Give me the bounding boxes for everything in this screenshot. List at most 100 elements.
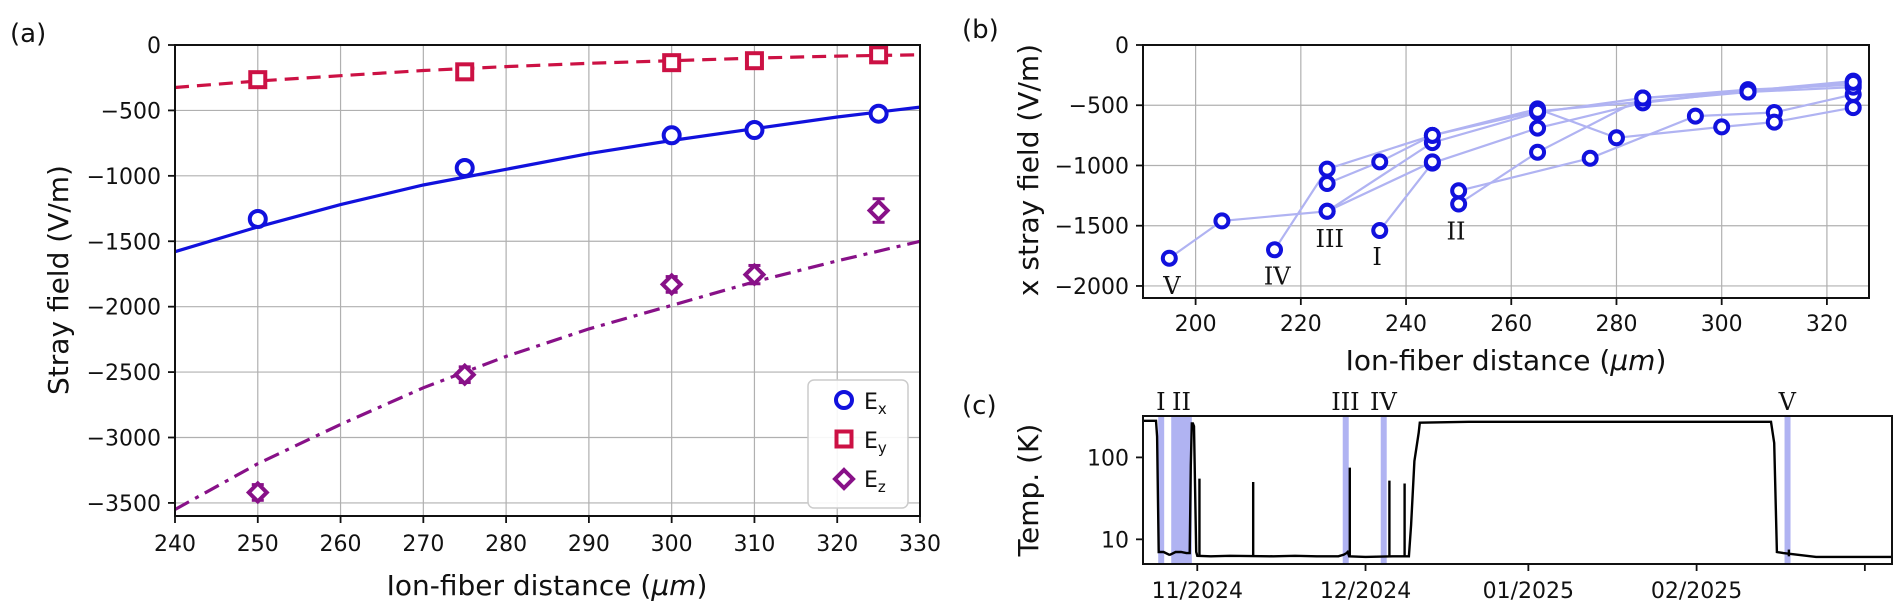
data-point-ex-0	[247, 209, 268, 230]
panel-b-grid	[1143, 44, 1869, 298]
a-xtick-label-300: 300	[651, 532, 693, 557]
panel-b-ticks: 200 220 240 260 280 300 320 0 −500 −1000 −1500 −200…	[1055, 34, 1848, 337]
panel-b-xlabel: Ion-fiber distance (μm)	[1346, 344, 1667, 377]
a-xtick-label-290: 290	[568, 532, 610, 557]
b-point-v-6-3	[1423, 153, 1441, 171]
b-xtick-label-320: 320	[1806, 312, 1848, 337]
c-ytick-label-100: 100	[1087, 446, 1129, 471]
panel-c-highlight-spans	[1158, 416, 1791, 564]
b-point-ii-2-2	[1686, 107, 1704, 125]
b-point-iii-4-7	[1844, 99, 1862, 117]
b-point-iii-4-4	[1607, 129, 1625, 147]
b-point-iii-3-3	[1634, 89, 1652, 107]
panel-c-temperature-trace	[1143, 419, 1892, 559]
b-point-iii-4-0	[1318, 175, 1336, 193]
panel-c-ylabel: Temp. (K)	[1012, 424, 1045, 558]
b-xtick-label-220: 220	[1280, 312, 1322, 337]
b-xtick-label-300: 300	[1701, 312, 1743, 337]
highlight-span-v	[1784, 416, 1791, 564]
annotation-run-iv: IV	[1264, 262, 1291, 290]
b-ytick-label-0: 0	[1115, 34, 1129, 59]
b-point-iv-5-5	[1844, 73, 1862, 91]
b-point-iv-5-3	[1529, 102, 1547, 120]
b-point-iii-4-1	[1371, 153, 1389, 171]
panel-a-plot-frame	[174, 44, 921, 517]
legend-label-ez: Ez	[864, 468, 886, 496]
b-xtick-label-280: 280	[1595, 312, 1637, 337]
annotation-run-ii: II	[1447, 218, 1466, 246]
panel-b-data-points	[1160, 72, 1862, 267]
annotation-run-i: I	[1372, 243, 1381, 271]
legend-item-ex: Ex	[834, 390, 887, 418]
panel-a-legend: Ex Ey Ez	[807, 379, 909, 509]
panel-c-label: (c)	[962, 391, 997, 421]
panel-b-series-lines	[1168, 80, 1854, 260]
data-point-ex-2	[661, 125, 682, 146]
b-point-iv-5-1	[1318, 160, 1336, 178]
a-xtick-label-270: 270	[402, 532, 444, 557]
b-point-iv-5-4	[1739, 83, 1757, 101]
temperature-trace-line	[1143, 419, 1892, 559]
b-ytick-label--500: −500	[1069, 94, 1129, 119]
a-ytick-label--2000: −2000	[87, 296, 161, 321]
b-point-iii-4-5	[1713, 118, 1731, 136]
panel-a-ticks: 240 250 260 270 280 290 300 310 320 330 0 −500 −1000…	[87, 34, 941, 557]
c-ytick-label-10: 10	[1101, 528, 1129, 553]
data-point-ex-3	[744, 120, 765, 141]
legend-marker-ez	[832, 467, 856, 491]
b-point-i-0-0	[1371, 222, 1389, 240]
a-ytick-label-0: 0	[147, 34, 161, 59]
a-ytick-label--3500: −3500	[87, 492, 161, 517]
b-xtick-label-200: 200	[1175, 312, 1217, 337]
a-xtick-label-250: 250	[237, 532, 279, 557]
panel-a-fit-curves	[174, 53, 921, 511]
highlight-span-iv	[1380, 416, 1387, 564]
a-xtick-label-310: 310	[733, 532, 775, 557]
fit-curve-ey	[174, 53, 921, 90]
data-point-ey-3	[744, 51, 764, 71]
legend-marker-ex	[834, 390, 854, 410]
data-point-ez-4	[866, 198, 891, 223]
legend-marker-ey	[834, 429, 854, 449]
data-point-ey-0	[248, 70, 268, 90]
a-ytick-label--1000: −1000	[87, 165, 161, 190]
b-point-ii-1-1	[1529, 143, 1547, 161]
highlight-span-iii	[1342, 416, 1349, 564]
span-label-iii: III	[1331, 388, 1359, 416]
b-point-v-6-1	[1213, 212, 1231, 230]
legend-box	[807, 379, 909, 509]
b-ytick-label--1000: −1000	[1055, 154, 1129, 179]
b-point-v-6-2	[1318, 202, 1336, 220]
c-xtick-label-12-2024: 12/2024	[1320, 579, 1411, 604]
data-point-ez-2	[659, 272, 684, 297]
data-point-ez-3	[742, 262, 767, 287]
data-point-ez-0	[245, 480, 270, 505]
b-xtick-label-260: 260	[1490, 312, 1532, 337]
b-point-v-6-0	[1160, 249, 1178, 267]
data-point-ey-1	[455, 62, 475, 82]
panel-b-label: (b)	[962, 15, 999, 45]
b-point-iv-5-0	[1266, 241, 1284, 259]
panel-a-data-points	[245, 45, 891, 505]
data-point-ey-4	[869, 45, 889, 65]
panel-c-span-labels: I II III IV V	[1156, 388, 1796, 416]
c-xtick-label-01-2025: 01/2025	[1483, 579, 1574, 604]
data-point-ey-2	[662, 53, 682, 73]
b-ytick-label--1500: −1500	[1055, 215, 1129, 240]
series-line-ii-2	[1458, 93, 1854, 192]
c-xtick-label-11-2024: 11/2024	[1152, 579, 1243, 604]
series-line-iii-4	[1326, 106, 1854, 185]
annotation-run-v: V	[1162, 272, 1181, 300]
panel-c-plot-frame	[1142, 415, 1893, 565]
panel-a-label: (a)	[10, 19, 46, 49]
panel-c-ticks: 100 10 11/2024 12/2024 01/2025 02/2025	[1087, 446, 1866, 604]
data-point-ez-1	[452, 362, 477, 387]
legend-label-ey: Ey	[864, 429, 887, 457]
highlight-span-i	[1158, 416, 1165, 564]
panel-b-plot-frame	[1142, 44, 1870, 299]
span-label-i: I	[1156, 388, 1165, 416]
b-point-iii-4-6	[1765, 113, 1783, 131]
